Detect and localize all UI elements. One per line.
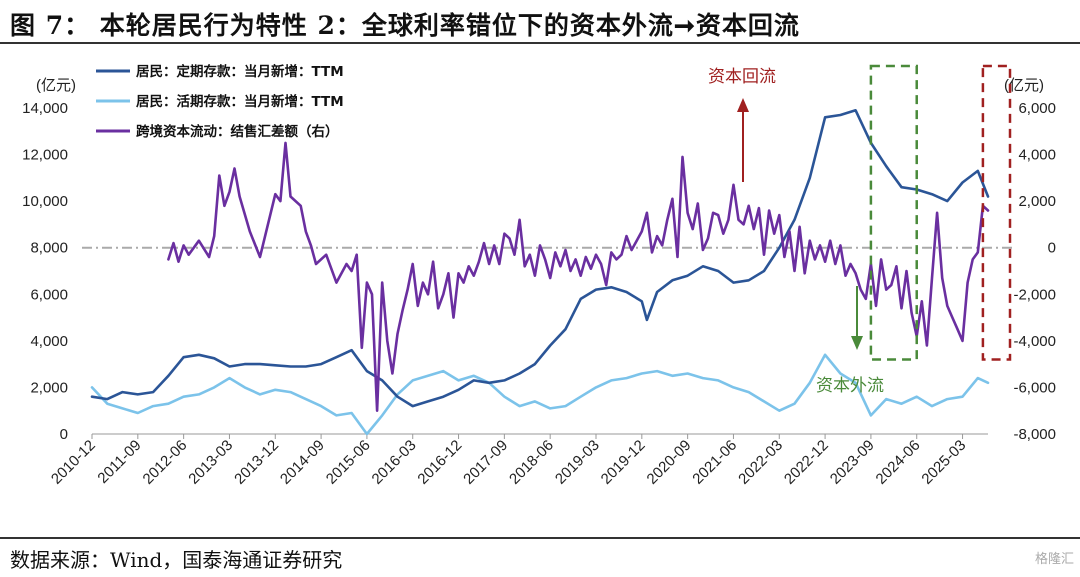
outflow-highlight-box	[869, 64, 918, 361]
x-tick-label: 2013-12	[231, 437, 282, 488]
left-tick-label: 6,000	[30, 286, 68, 303]
x-tick-label: 2013-03	[185, 437, 236, 488]
left-tick-label: 14,000	[22, 100, 68, 117]
left-tick-label: 8,000	[30, 240, 68, 257]
x-tick-label: 2022-03	[735, 437, 786, 488]
x-tick-label: 2024-06	[873, 437, 924, 488]
inflow-arrowhead	[737, 98, 749, 112]
title-rule	[0, 42, 1080, 44]
x-tick-label: 2010-12	[48, 437, 99, 488]
x-tick-label: 2018-06	[506, 437, 557, 488]
right-tick-label: 6,000	[1018, 100, 1056, 117]
legend-cross-border-label: 跨境资本流动：结售汇差额（右）	[136, 123, 339, 140]
x-tick-label: 2016-12	[414, 437, 465, 488]
x-tick-label: 2021-06	[689, 437, 740, 488]
x-tick-label: 2012-06	[140, 437, 191, 488]
right-tick-label: 4,000	[1018, 147, 1056, 164]
source-note: 数据来源：Wind，国泰海通证券研究	[10, 548, 343, 572]
inflow-label: 资本回流	[708, 67, 776, 87]
x-tick-label: 2011-09	[94, 437, 144, 487]
time-deposit-line	[90, 109, 990, 408]
left-axis-unit: (亿元)	[36, 77, 76, 94]
legend-time-deposit-label: 居民：定期存款：当月新增：TTM	[136, 63, 344, 80]
x-tick-label: 2022-12	[781, 437, 832, 488]
x-tick-label: 2016-03	[369, 437, 420, 488]
demand-deposit-line	[90, 353, 990, 436]
watermark: 格隆汇	[1034, 552, 1074, 567]
right-tick-label: -8,000	[1013, 426, 1056, 443]
source-rule	[0, 537, 1080, 539]
x-tick-label: 2019-03	[552, 437, 603, 488]
x-tick-label: 2015-06	[323, 437, 374, 488]
right-tick-label: -4,000	[1013, 333, 1056, 350]
legend-demand-deposit-label: 居民：活期存款：当月新增：TTM	[136, 93, 344, 110]
left-tick-label: 0	[60, 426, 68, 443]
left-tick-label: 2,000	[30, 379, 68, 396]
right-tick-label: 0	[1048, 240, 1056, 257]
right-tick-label: 2,000	[1018, 193, 1056, 210]
figure-title: 图 7： 本轮居民行为特性 2：全球利率错位下的资本外流➞资本回流	[10, 11, 800, 40]
x-tick-label: 2020-09	[644, 437, 695, 488]
right-tick-label: -2,000	[1013, 286, 1056, 303]
x-tick-label: 2025-03	[918, 437, 969, 488]
left-tick-label: 10,000	[22, 193, 68, 210]
right-axis-unit: (亿元)	[1004, 77, 1044, 94]
right-tick-label: -6,000	[1013, 379, 1056, 396]
outflow-label: 资本外流	[816, 376, 884, 396]
x-tick-label: 2023-09	[827, 437, 878, 488]
left-tick-label: 4,000	[30, 333, 68, 350]
x-tick-label: 2017-09	[460, 437, 511, 488]
outflow-arrowhead	[851, 336, 863, 350]
inflow-highlight-box	[981, 64, 1012, 361]
left-tick-label: 12,000	[22, 147, 68, 164]
x-tick-label: 2014-09	[277, 437, 328, 488]
cross-border-flow-line	[167, 141, 990, 412]
x-tick-label: 2019-12	[598, 437, 649, 488]
